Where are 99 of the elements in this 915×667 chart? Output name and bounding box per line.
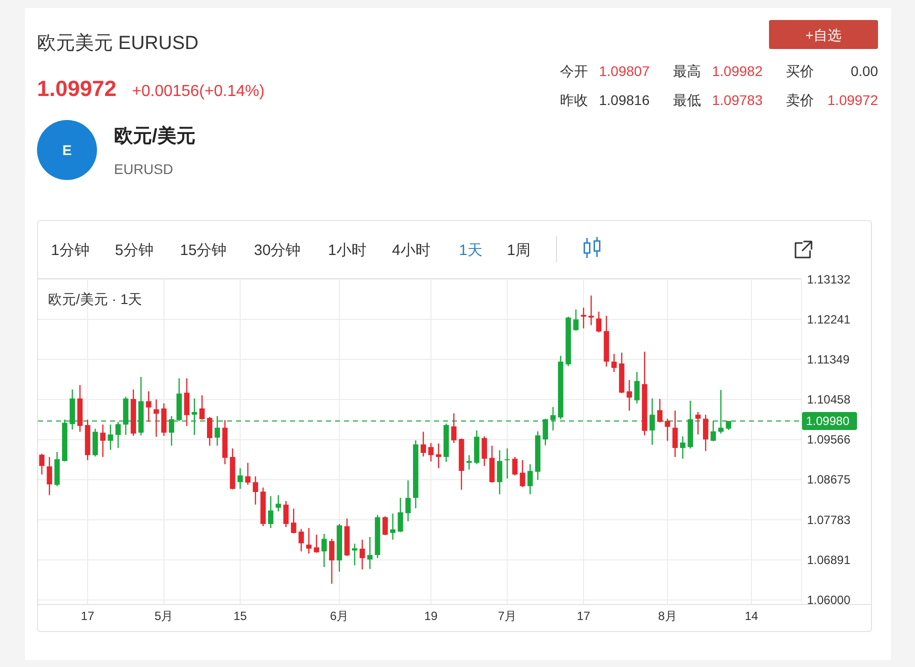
candlestick: [634, 371, 640, 404]
candlestick: [115, 421, 121, 449]
text: 1.09972: [827, 92, 878, 108]
text: 5分钟: [115, 242, 154, 259]
text: 昨收: [560, 92, 588, 108]
candlestick: [352, 543, 358, 566]
y-tick-label: 1.10458: [807, 392, 851, 406]
candlestick: [664, 418, 670, 442]
candlestick: [420, 431, 426, 458]
y-tick-label: 1.13132: [807, 272, 851, 286]
candlestick: [504, 448, 510, 480]
candlestick: [390, 513, 396, 540]
candlestick: [154, 398, 159, 438]
candlestick: [199, 394, 205, 420]
candlestick: [276, 494, 282, 512]
candlestick: [245, 462, 250, 486]
ref-line-label: 1.09980: [806, 414, 850, 428]
text: 1.09816: [599, 92, 650, 108]
candlestick: [405, 480, 411, 522]
text: 最高: [673, 63, 701, 79]
y-tick-label: 1.07783: [807, 512, 851, 527]
y-tick-label: 1.12241: [807, 312, 851, 326]
candlestick: [360, 539, 365, 570]
candlestick: [46, 456, 52, 496]
candlestick: [702, 414, 708, 452]
candlestick: [329, 538, 334, 584]
candlestick: [451, 412, 457, 444]
text: 0.00: [850, 63, 878, 79]
candlestick: [466, 454, 472, 470]
candlestick: [92, 428, 98, 458]
candlestick: [184, 378, 190, 427]
text: 欧元/美元: [114, 125, 196, 147]
text: 1.09783: [712, 92, 763, 108]
x-tick-label: 14: [744, 609, 758, 623]
candlestick: [695, 411, 701, 436]
text: +0.00156(+0.14%): [132, 83, 265, 100]
annotation: 欧元/美元 · 1天: [48, 291, 142, 307]
candlestick: [298, 528, 304, 552]
text: 卖价: [786, 92, 814, 108]
candlestick: [367, 536, 373, 570]
candlestick: [314, 534, 320, 554]
text: 1天: [459, 242, 482, 259]
x-tick-label: 6月: [330, 609, 349, 623]
x-tick-label: 8月: [658, 609, 677, 623]
text: 1.09807: [599, 63, 650, 79]
candlestick: [382, 516, 388, 536]
x-tick-label: 19: [424, 609, 438, 623]
candlestick: [657, 398, 663, 423]
candlestick: [108, 424, 114, 450]
text: 15分钟: [180, 242, 227, 259]
candlestick: [398, 497, 404, 533]
candlestick: [428, 442, 434, 462]
candlestick: [100, 424, 106, 458]
candlestick: [611, 353, 617, 373]
text: 1.09972: [37, 76, 117, 101]
candlestick: [306, 527, 312, 554]
text: E: [62, 142, 72, 158]
candlestick: [290, 508, 296, 534]
text: 4小时: [392, 242, 430, 259]
text: +自选: [805, 27, 842, 43]
y-tick-label: 1.09566: [807, 432, 851, 447]
text: 1.09982: [712, 63, 763, 79]
y-tick-label: 1.06000: [807, 592, 851, 607]
candlestick: [283, 500, 289, 528]
candlestick: [573, 308, 579, 332]
candlestick: [512, 456, 518, 476]
y-tick-label: 1.08675: [807, 472, 851, 487]
candlestick: [39, 453, 44, 476]
candlestick: [496, 450, 502, 495]
candlestick: [268, 495, 274, 529]
candlestick: [252, 476, 258, 506]
candlestick: [650, 398, 655, 446]
chart-title: 欧元美元 EURUSD: [37, 32, 199, 54]
y-tick-label: 1.11349: [807, 352, 850, 366]
text: 1小时: [328, 242, 366, 259]
x-tick-label: 5月: [154, 609, 174, 623]
candlestick: [207, 416, 212, 446]
candlestick: [321, 533, 327, 568]
candlestick: [238, 468, 243, 490]
candlestick: [482, 436, 488, 467]
text: EURUSD: [114, 161, 174, 177]
text: 今开: [560, 63, 588, 79]
candlestick: [680, 436, 686, 460]
candlestick: [520, 460, 526, 488]
text: 1分钟: [51, 242, 90, 259]
x-tick-label: 7月: [498, 609, 517, 623]
candlestick: [626, 379, 632, 412]
x-tick-label: 17: [576, 609, 591, 623]
y-tick-label: 1.06891: [807, 552, 851, 567]
text: 买价: [786, 63, 814, 79]
x-tick-label: 17: [80, 609, 95, 623]
text: 1周: [507, 242, 530, 259]
x-tick-label: 15: [234, 609, 248, 623]
candlestick: [672, 410, 678, 458]
text: 最低: [673, 92, 701, 108]
candlestick: [146, 390, 152, 422]
text: 30分钟: [254, 242, 301, 259]
candlestick: [596, 311, 602, 334]
candlestick: [527, 464, 533, 495]
